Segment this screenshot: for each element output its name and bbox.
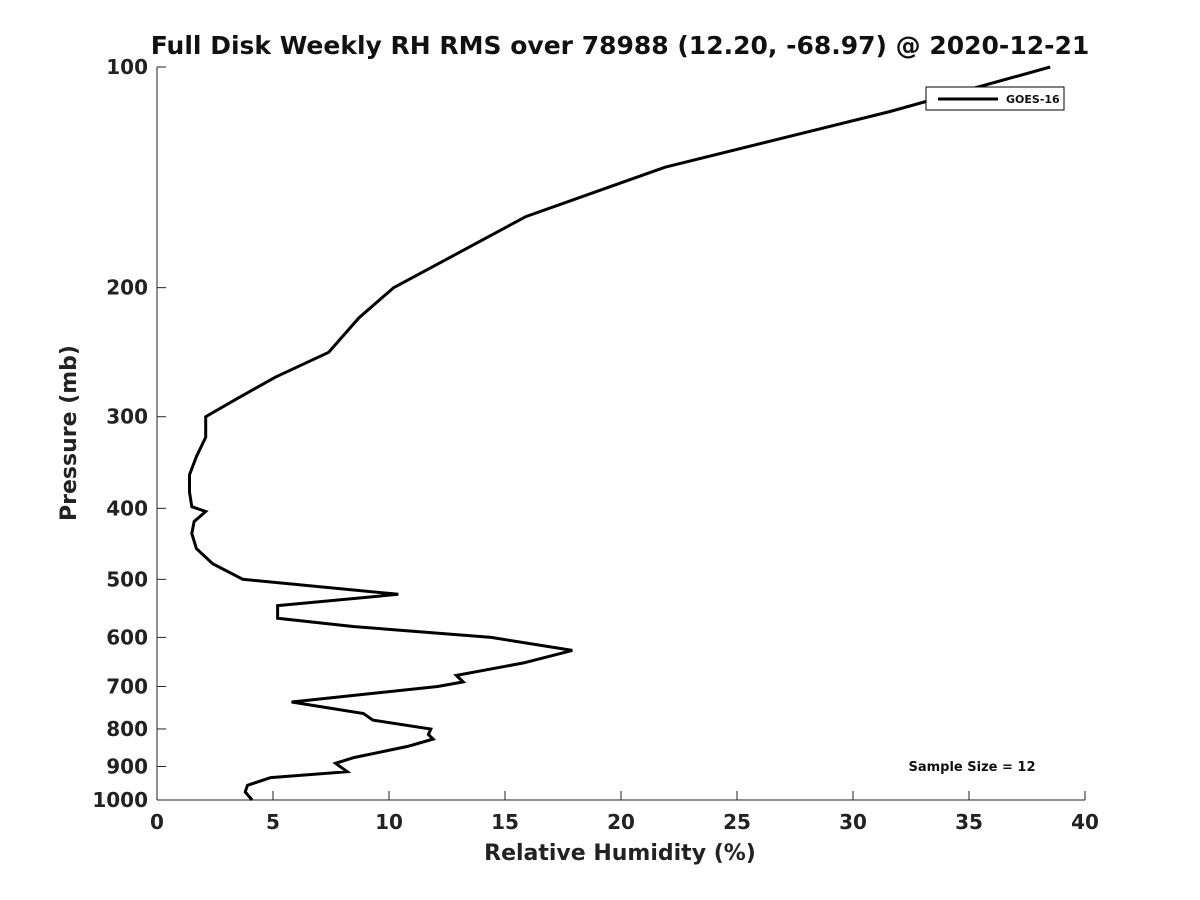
x-tick-label: 35 xyxy=(955,810,983,834)
series-layer xyxy=(188,65,1051,801)
y-tick-label: 200 xyxy=(106,276,148,300)
series-line-goes-16 xyxy=(188,65,1051,801)
y-tick-label: 1000 xyxy=(92,788,148,812)
y-tick-label: 300 xyxy=(106,405,148,429)
x-tick-label: 20 xyxy=(607,810,635,834)
y-tick-label: 100 xyxy=(106,55,148,79)
x-tick-label: 25 xyxy=(723,810,751,834)
y-tick-label: 700 xyxy=(106,674,148,698)
y-tick-label: 600 xyxy=(106,625,148,649)
x-axis-label: Relative Humidity (%) xyxy=(484,841,756,866)
x-tick-label: 40 xyxy=(1071,810,1099,834)
x-tick-label: 15 xyxy=(491,810,519,834)
y-tick-label: 900 xyxy=(106,754,148,778)
y-tick-label: 800 xyxy=(106,717,148,741)
y-tick-label: 500 xyxy=(106,567,148,591)
axis-ticks: 0 5 10 15 20 25 30 35 40 100 200 300 400 500 600 700 800… xyxy=(92,55,1099,834)
x-tick-label: 5 xyxy=(266,810,280,834)
legend-entry-label: GOES-16 xyxy=(1006,93,1060,106)
legend: GOES-16 xyxy=(925,86,1065,111)
x-tick-label: 30 xyxy=(839,810,867,834)
y-tick-label: 400 xyxy=(106,496,148,520)
chart-title: Full Disk Weekly RH RMS over 78988 (12.2… xyxy=(151,31,1090,60)
x-tick-label: 10 xyxy=(375,810,403,834)
sample-size-annotation: Sample Size = 12 xyxy=(908,760,1035,775)
y-axis-label: Pressure (mb) xyxy=(57,345,82,521)
x-tick-label: 0 xyxy=(150,810,164,834)
